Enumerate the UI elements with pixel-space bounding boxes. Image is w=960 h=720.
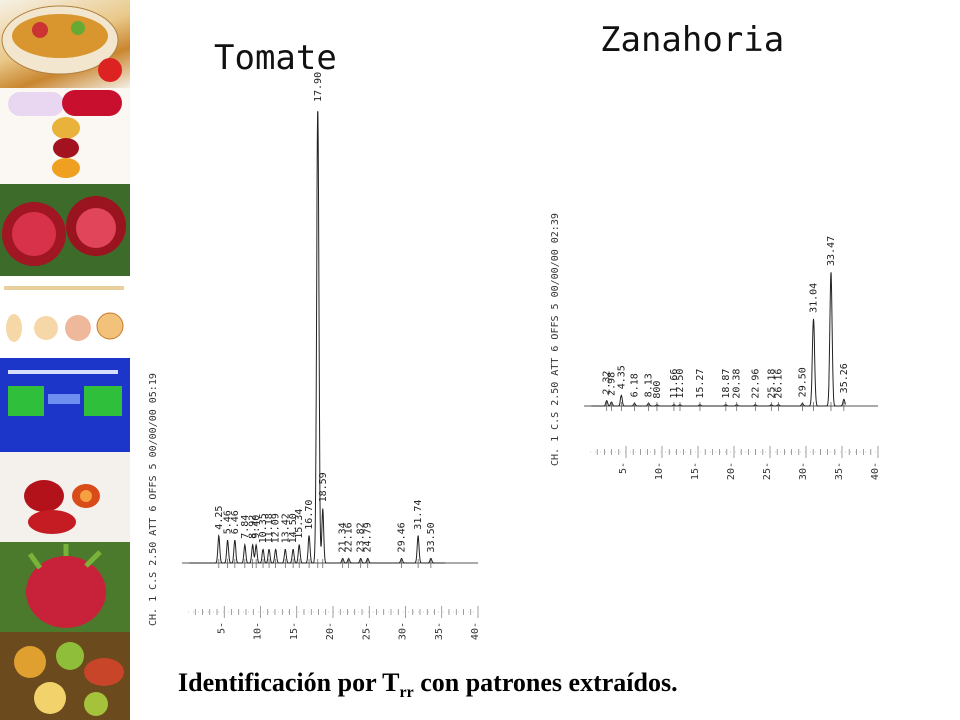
peak-label-1: 12.50 — [675, 369, 686, 399]
fruits-basket-photo — [0, 632, 130, 720]
peak-label-1: 22.96 — [750, 369, 761, 399]
chart-header-1: CH. 1 C.S 2.50 ATT 6 OFFS 5 00/00/00 02:… — [550, 213, 561, 466]
caption-suffix: con patrones extraídos. — [413, 668, 678, 697]
peak-label-0: 7.84 — [240, 515, 251, 539]
peak-label-0: 14.50 — [288, 513, 299, 543]
x-tick-label-1: 15- — [690, 462, 701, 480]
peak-label-1: 25.18 — [766, 369, 777, 399]
peak-label-1: 33.47 — [826, 236, 837, 266]
pomegranate-photo — [0, 184, 130, 276]
peak-label-0: 29.46 — [397, 522, 408, 552]
tamarillo-photo — [0, 452, 130, 542]
peak-label-0: 24.79 — [363, 522, 374, 552]
peak-label-1: 29.50 — [797, 367, 808, 397]
peak-label-0: 13.42 — [280, 513, 291, 543]
peak-label-0: 6.46 — [230, 510, 241, 534]
left-chart-title: Tomate — [214, 38, 337, 78]
x-tick-label-0: 20- — [325, 622, 336, 640]
peak-label-0: 8.92 — [248, 515, 259, 539]
peak-label-0: 9.40 — [251, 515, 262, 539]
peak-label-0: 11.18 — [264, 513, 275, 543]
peak-label-0: 5.46 — [223, 510, 234, 534]
peak-label-0: 16.70 — [304, 500, 315, 530]
peak-label-0: 10.35 — [258, 513, 269, 543]
peak-label-1: 2.32 — [602, 371, 613, 395]
x-tick-label-1: 35- — [834, 462, 845, 480]
x-tick-label-1: 5- — [618, 462, 629, 474]
peak-label-1: 2.98 — [606, 372, 617, 396]
chart-header-0: CH. 1 C.S 2.50 ATT 6 OFFS 5 00/00/00 05:… — [148, 373, 159, 626]
peak-label-1: 15.27 — [695, 369, 706, 399]
microscope-images-photo — [0, 358, 130, 452]
signal-trace-1 — [591, 272, 846, 407]
x-tick-label-0: 10- — [253, 622, 264, 640]
peak-label-1: 35.26 — [839, 363, 850, 393]
peak-label-0: 15.34 — [294, 509, 305, 539]
food-bowl-photo — [0, 0, 130, 88]
peak-label-0: 4.25 — [214, 506, 225, 530]
peak-label-1: 11.66 — [669, 369, 680, 399]
peak-label-0: 22.16 — [344, 522, 355, 552]
x-tick-label-1: 30- — [798, 462, 809, 480]
peak-label-1: 31.04 — [808, 283, 819, 313]
x-tick-label-1: 20- — [726, 462, 737, 480]
caption: Identificación por Trr con patrones extr… — [178, 668, 678, 702]
peak-label-1: 18.87 — [721, 369, 732, 399]
peak-label-1: 6.18 — [629, 373, 640, 397]
peak-label-0: 31.74 — [413, 500, 424, 530]
photo-strip — [0, 0, 130, 720]
peak-label-1: 20.38 — [732, 369, 743, 399]
x-tick-label-0: 5- — [216, 622, 227, 634]
x-tick-label-0: 35- — [434, 622, 445, 640]
peak-label-0: 12.09 — [271, 513, 282, 543]
peak-label-0: 18.59 — [318, 472, 329, 502]
cell-diagram-photo — [0, 276, 130, 358]
peak-label-1: 8.13 — [644, 373, 655, 397]
peak-label-1: 26.16 — [773, 369, 784, 399]
x-tick-label-0: 40- — [470, 622, 481, 640]
dragon-fruit-photo — [0, 542, 130, 632]
peak-label-0: 33.50 — [426, 522, 437, 552]
peak-label-0: 23.82 — [356, 522, 367, 552]
x-tick-label-0: 15- — [289, 622, 300, 640]
x-tick-label-0: 25- — [361, 622, 372, 640]
caption-subscript: rr — [399, 684, 414, 702]
x-tick-label-1: 25- — [762, 462, 773, 480]
x-tick-label-0: 30- — [398, 622, 409, 640]
capsules-photo — [0, 88, 130, 184]
x-tick-label-1: 10- — [654, 462, 665, 480]
caption-prefix: Identificación por T — [178, 668, 400, 697]
right-chart-title: Zanahoria — [600, 20, 785, 60]
signal-trace-0 — [189, 111, 446, 564]
peak-label-1: 4.35 — [616, 365, 627, 389]
peak-label-0: 21.34 — [338, 522, 349, 552]
peak-label-1: 800 — [652, 381, 663, 399]
x-tick-label-1: 40- — [870, 462, 881, 480]
